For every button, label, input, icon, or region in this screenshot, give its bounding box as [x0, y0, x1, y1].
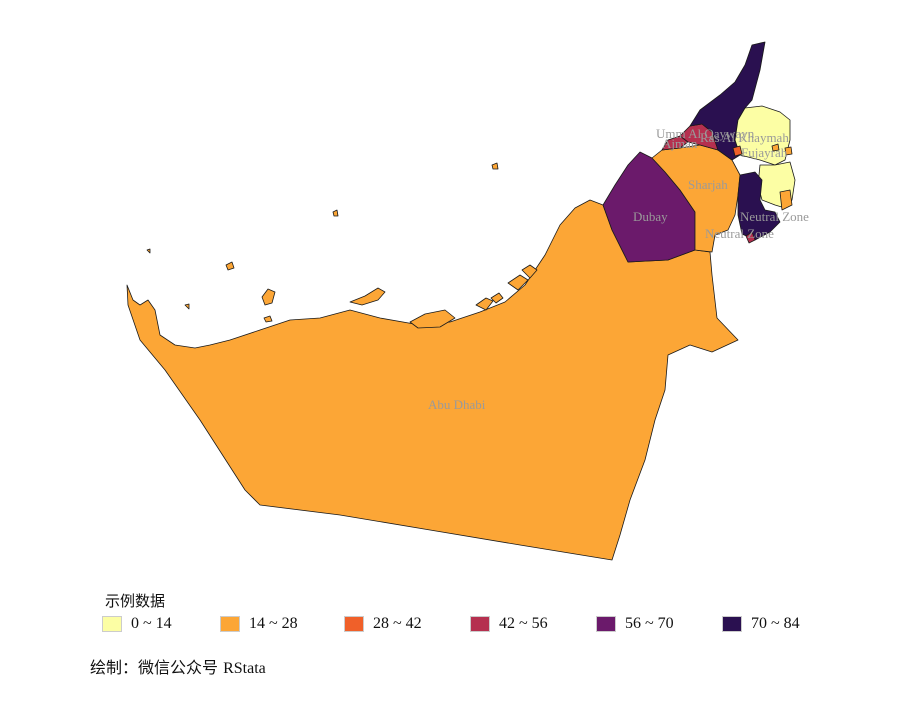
legend-label: 14 ~ 28 — [249, 615, 298, 632]
island — [409, 309, 456, 329]
legend-item-5: 70 ~ 84 — [722, 613, 800, 635]
island — [490, 292, 504, 304]
island — [507, 274, 529, 291]
island — [184, 303, 190, 310]
island — [225, 261, 235, 271]
enclave — [784, 146, 793, 156]
legend-swatch — [344, 616, 364, 632]
label-fujayrah: Fujayrah — [741, 145, 788, 160]
legend-label: 70 ~ 84 — [751, 615, 800, 632]
legend-swatch — [596, 616, 616, 632]
enclave — [779, 189, 793, 211]
island — [349, 287, 386, 306]
label-ajman: Ajman — [662, 136, 698, 151]
legend-title: 示例数据 — [105, 592, 166, 610]
island — [475, 297, 494, 311]
island — [263, 315, 273, 323]
region-sharjah[interactable] — [651, 144, 741, 253]
caption-brand: RStata — [223, 660, 266, 677]
island — [261, 288, 276, 306]
label-dubay: Dubay — [633, 209, 668, 224]
legend-label: 28 ~ 42 — [373, 615, 422, 632]
legend-swatch — [470, 616, 490, 632]
enclave — [771, 143, 780, 152]
island — [521, 264, 538, 279]
island — [146, 248, 151, 254]
legend-item-0: 0 ~ 14 — [102, 613, 172, 635]
region-ras-al-khaymah[interactable] — [689, 41, 766, 161]
label-neutral-zone-2: Neutral Zone — [705, 226, 774, 241]
region-neutral-zone-1[interactable] — [737, 171, 781, 241]
legend-item-3: 42 ~ 56 — [470, 613, 548, 635]
legend-swatch — [102, 616, 122, 632]
legend-item-2: 28 ~ 42 — [344, 613, 422, 635]
legend-swatch — [722, 616, 742, 632]
legend-item-4: 56 ~ 70 — [596, 613, 674, 635]
legend-item-1: 14 ~ 28 — [220, 613, 298, 635]
label-neutral-zone-1: Neutral Zone — [740, 209, 809, 224]
legend-label: 56 ~ 70 — [625, 615, 674, 632]
caption: 绘制：微信公众号 RStata — [90, 654, 266, 678]
legend-label: 0 ~ 14 — [131, 615, 172, 632]
region-neutral-zone-2[interactable] — [732, 145, 743, 157]
legend: 0 ~ 14 14 ~ 28 28 ~ 42 42 ~ 56 56 ~ 70 7… — [102, 613, 862, 635]
caption-prefix: 绘制：微信公众号 — [90, 658, 224, 677]
island — [491, 162, 499, 170]
legend-swatch — [220, 616, 240, 632]
island — [332, 209, 339, 217]
label-abu-dhabi: Abu Dhabi — [428, 397, 486, 412]
label-sharjah: Sharjah — [688, 177, 728, 192]
legend-label: 42 ~ 56 — [499, 615, 548, 632]
uae-choropleth-map: Abu Dhabi Dubay Sharjah Ajman Umm Al Qay… — [126, 41, 809, 561]
label-umm-al-qaywayn: Umm Al Qaywayn — [656, 126, 755, 141]
enclave — [745, 231, 756, 244]
label-ras-al-khaymah: Ras Al Khaymah — [700, 130, 789, 145]
